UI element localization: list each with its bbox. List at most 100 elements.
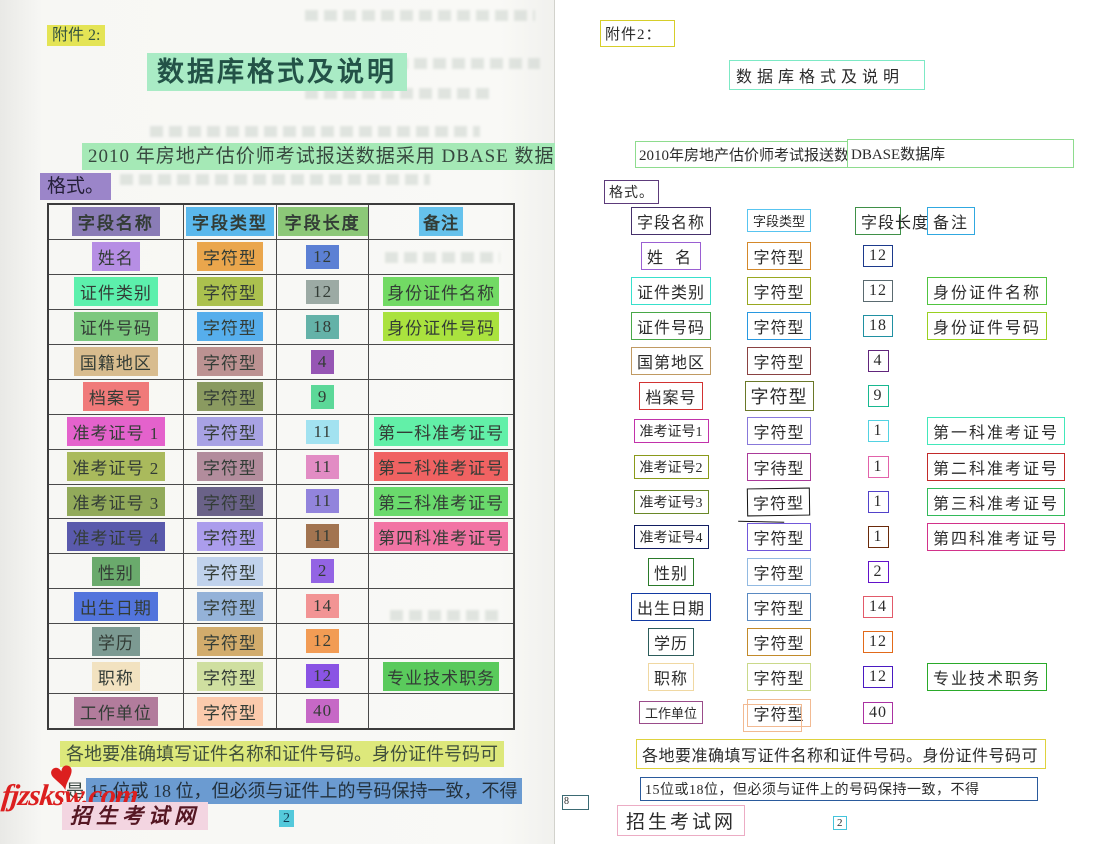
intro-line-1-text: 2010 年房地产估价师考试报送数据采用 DBASE 数据库 — [82, 143, 581, 170]
scan-table-cell — [369, 240, 513, 274]
ocr-table-cell: 12 — [855, 660, 901, 695]
scan-table-row: 准考证号 2 字符型 11 第二科准考证号 — [49, 449, 513, 485]
scan-table-cell: 4 — [277, 344, 370, 379]
scan-table-cell: 证件类别 — [49, 274, 184, 309]
ocr-table-cell: 出生日期 — [613, 590, 729, 625]
ocr-text-box: 第三科准考证号 — [927, 487, 1066, 516]
attachment-label-text: 附件 2: — [47, 25, 106, 46]
ocr-text-box: 证件类别 — [630, 276, 711, 305]
ocr-table-row: 国第地区 字符型 4 — [555, 344, 1108, 379]
highlighted-field-text: 身份证件号码 — [383, 312, 500, 342]
scan-table-cell: 11 — [277, 414, 370, 449]
ocr-table-cell: 18 — [855, 308, 901, 343]
highlighted-field-text: 姓名 — [91, 242, 140, 272]
ocr-table-cell: 证件号码 — [613, 308, 729, 343]
scan-table-cell: 11 — [277, 519, 370, 554]
ocr-text-box: 身份证件名称 — [927, 276, 1048, 305]
ocr-footer-line-1: 各地要准确填写证件名称和证件号码。身份证件号码可 — [636, 739, 1046, 769]
highlighted-field-text: 专业技术职务 — [383, 661, 500, 691]
ocr-table-cell: 字符型 — [741, 519, 817, 554]
ocr-text-box: 性别 — [647, 557, 694, 586]
highlighted-field-text: 2 — [310, 559, 335, 584]
ocr-text-box: 字符型 — [747, 522, 811, 551]
ocr-table-cell — [927, 554, 1103, 589]
scan-table-cell: 字符型 — [184, 519, 278, 554]
ocr-table-row: 性别 字符型 2 — [555, 554, 1108, 589]
scan-table-cell: 职称 — [49, 659, 184, 694]
ocr-table-cell: 准考证号2 — [613, 449, 729, 484]
ocr-text-box: 第四科准考证号 — [927, 522, 1066, 551]
scan-table-row: 学历 字符型 12 — [49, 624, 513, 660]
scan-table-cell: 18 — [277, 309, 370, 344]
ocr-table-cell: 准考证号4 — [613, 519, 729, 554]
highlighted-field-text: 第四科准考证号 — [374, 521, 509, 551]
scan-table-cell — [369, 694, 513, 728]
scan-table-cell: 备注 — [369, 205, 513, 239]
ocr-text-box: 1 — [867, 455, 889, 478]
scan-table-cell — [369, 380, 513, 414]
ocr-table-cell: 姓 名 — [613, 238, 729, 273]
scan-table-cell: 准考证号 3 — [49, 484, 184, 519]
ocr-table-cell: 学历 — [613, 625, 729, 660]
scan-table-cell — [369, 554, 513, 588]
ocr-table-cell: 准考证号1 — [613, 414, 729, 449]
ocr-table-cell: 身份证件号码 — [927, 308, 1103, 343]
scan-table-cell: 国籍地区 — [49, 344, 184, 379]
highlighted-field-text: 字段名称 — [71, 207, 160, 237]
highlighted-field-text: 字符型 — [196, 661, 263, 691]
ocr-table-row: 姓 名 字符型 12 — [555, 238, 1108, 273]
scan-table-cell: 字符型 — [184, 589, 278, 624]
ocr-table-cell: 字段类型 — [741, 203, 817, 238]
scan-table-cell: 第四科准考证号 — [369, 519, 513, 553]
attachment-label: 附件 2: — [47, 21, 106, 46]
ocr-table-cell: 1 — [855, 449, 901, 484]
footer-line-2: 是 15 位或 18 位，但必须与证件上的号码保持一致，不得 — [66, 777, 522, 804]
ocr-table-cell — [927, 695, 1103, 730]
ocr-text-box: 字符型 — [747, 557, 811, 586]
ocr-table-cell: 字符型 — [741, 308, 817, 343]
ocr-text-box: 第二科准考证号 — [927, 452, 1066, 481]
ocr-table-cell: 4 — [855, 344, 901, 379]
scan-table-cell: 准考证号 1 — [49, 414, 184, 449]
ocr-text-box: 专业技术职务 — [927, 663, 1048, 692]
scan-table-cell: 11 — [277, 449, 370, 484]
scan-table-cell: 字符型 — [184, 309, 278, 344]
scan-table-cell: 9 — [277, 379, 370, 414]
ocr-text-box: 18 — [863, 314, 893, 337]
scan-table-row: 证件类别 字符型 12 身份证件名称 — [49, 274, 513, 310]
ocr-table-cell: 字符型 — [741, 590, 817, 625]
ocr-text-box: 各地要准确填写证件名称和证件号码。身份证件号码可 — [636, 739, 1046, 769]
ocr-text-box: 学历 — [647, 628, 694, 657]
ocr-table-cell: 档案号 — [613, 379, 729, 414]
document-title-text: 数据库格式及说明 — [147, 53, 407, 91]
scan-table-cell: 学历 — [49, 624, 184, 659]
ocr-table-cell: 字符型 — [741, 554, 817, 589]
ocr-table-cell: 40 — [855, 695, 901, 730]
ocr-table-cell — [927, 238, 1103, 273]
ocr-table-cell: 工作单位 — [613, 695, 729, 730]
ocr-text-box: 4 — [867, 350, 889, 373]
ocr-text-box: 字符型 — [747, 628, 811, 657]
ocr-field-table: 字段名称 字段类型 字段长度 备注姓 名字符型 12 证件类别 字符型 12 身份证件名称 证件号… — [555, 203, 1108, 732]
footer-line-2-text: 15 位或 18 位，但必须与证件上的号码保持一致，不得 — [86, 778, 522, 804]
ocr-watermark-name: 招生考试网 — [617, 805, 746, 836]
ocr-table-cell: 12 — [855, 273, 901, 308]
ocr-result-page: 附件2： 数据库格式及说明 2010年房地产估价师考试报送数据采用 DBASE数… — [555, 0, 1108, 844]
ocr-table-row: 档案号 字符型 9 — [555, 379, 1108, 414]
ocr-text-box: 1 — [867, 490, 889, 513]
scan-table-cell: 字符型 — [184, 449, 278, 484]
ocr-text-box: 12 — [863, 279, 893, 302]
ocr-text-box: 字符型 — [747, 593, 811, 622]
ocr-text-box: 15位或18位，但必须与证件上的号码保持一致，不得 — [640, 777, 1038, 801]
footer-line-1: 各地要准确填写证件名称和证件号码。身份证件号码可 — [60, 740, 504, 767]
ocr-table-cell: 字符型 — [741, 414, 817, 449]
intro-line-2: 格式。 — [40, 171, 112, 200]
scan-table-row: 证件号码 字符型 18 身份证件号码 — [49, 309, 513, 345]
ocr-table-cell: 字段名称 — [613, 203, 729, 238]
intro-line-1: 2010 年房地产估价师考试报送数据采用 DBASE 数据库 — [82, 141, 581, 170]
scan-table-cell: 12 — [277, 659, 370, 694]
scan-table-cell: 出生日期 — [49, 589, 184, 624]
highlighted-field-text: 职称 — [91, 661, 140, 691]
ocr-text-box: 字符型 — [747, 347, 811, 376]
ocr-table-cell — [927, 344, 1103, 379]
